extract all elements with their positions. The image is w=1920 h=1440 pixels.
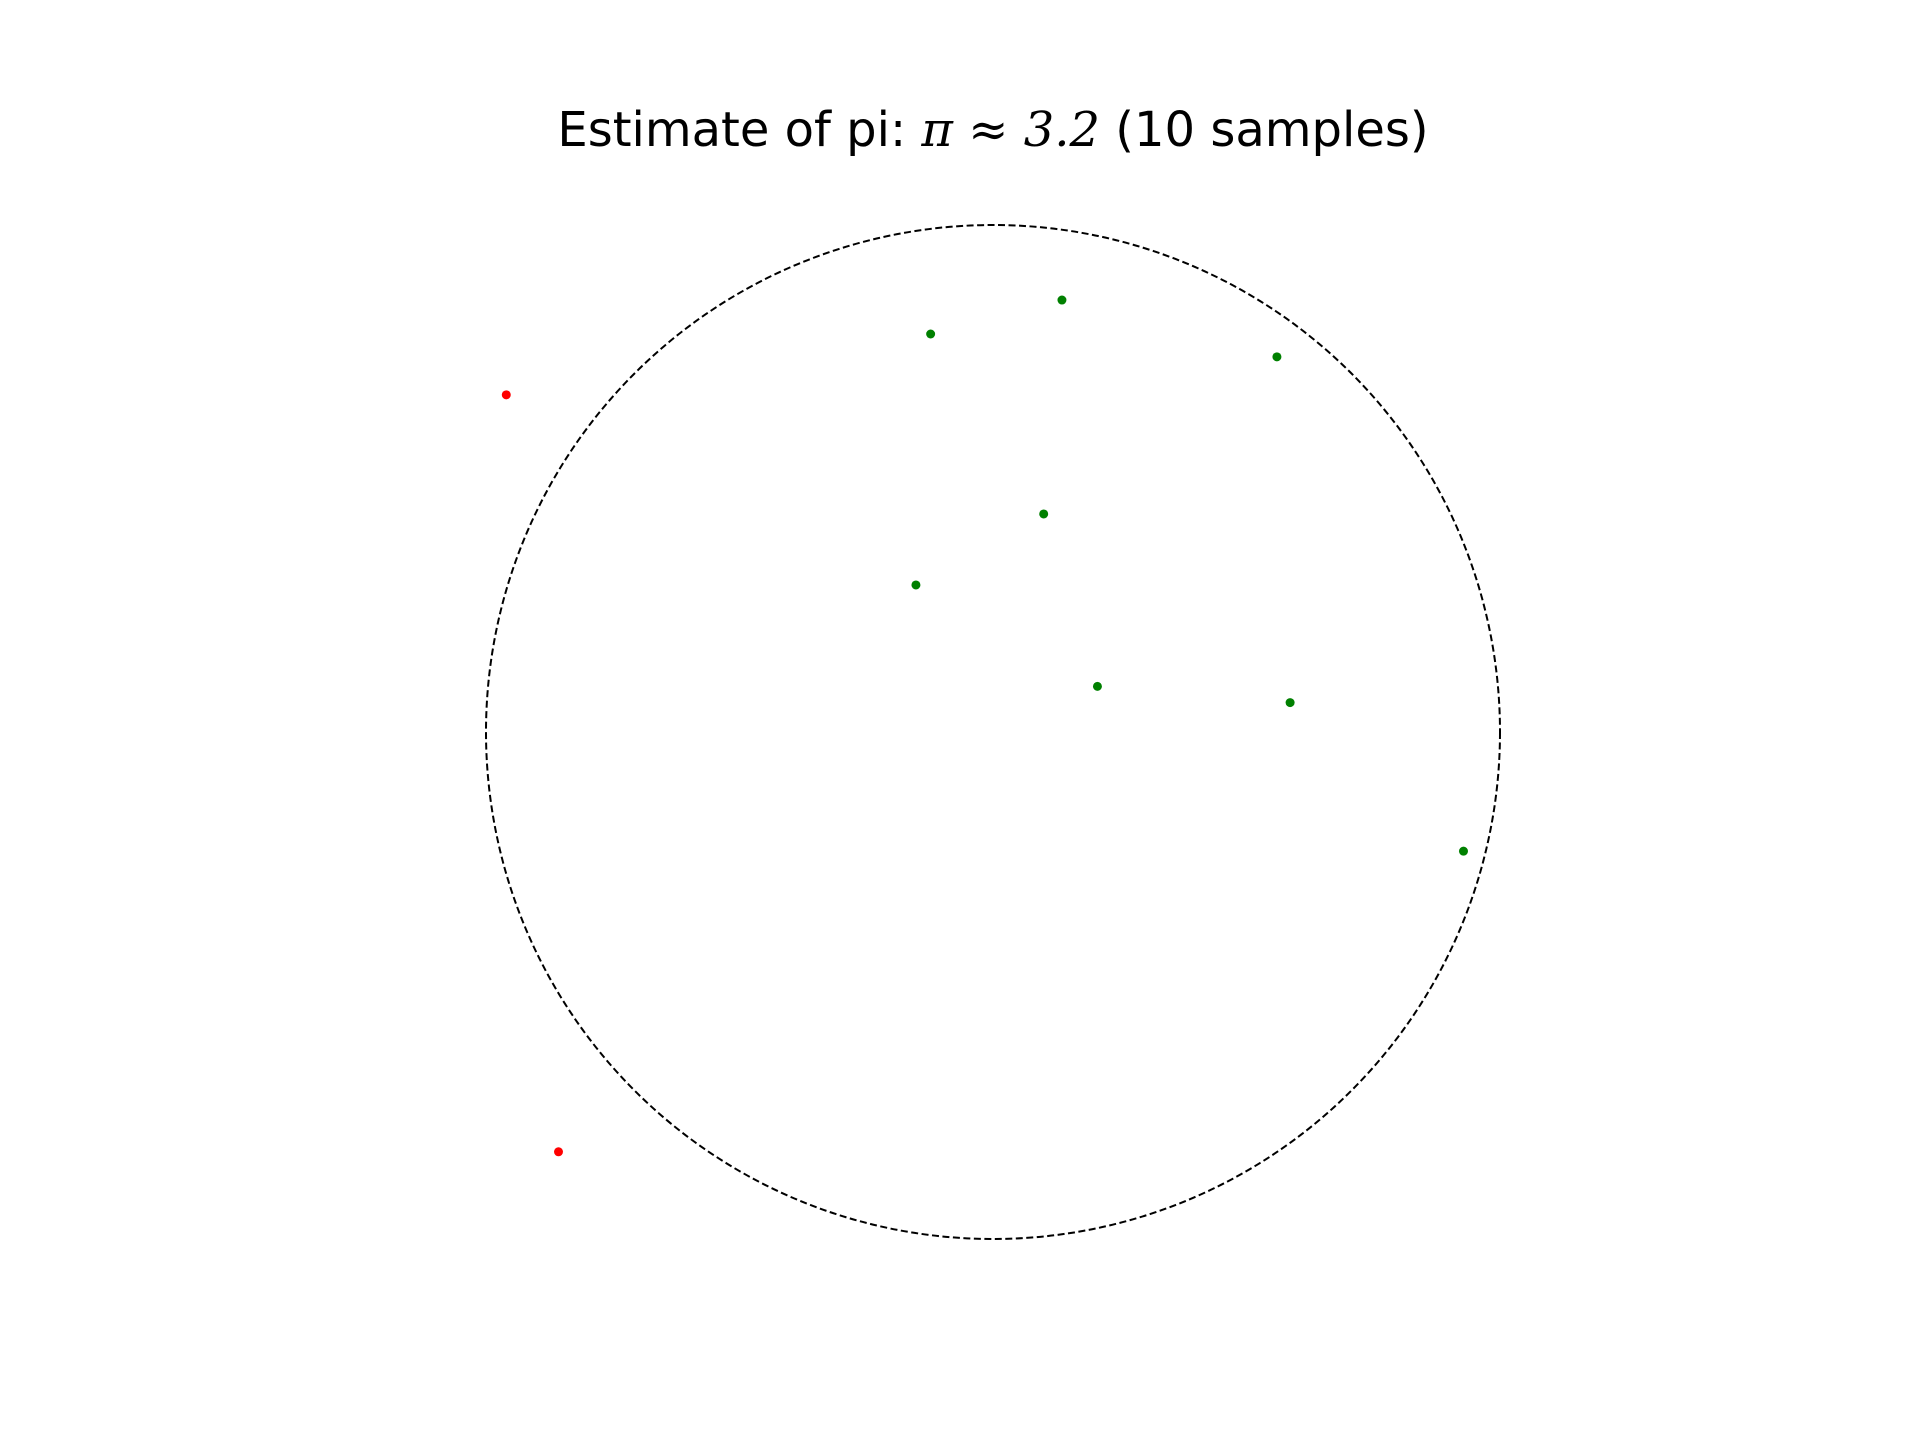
inside-point-5 [1092,681,1102,691]
inside-point-0 [1057,295,1067,305]
inside-point-7 [1458,846,1468,856]
title-math: π ≈ 3.2 [921,102,1101,158]
outside-point-8 [501,390,511,400]
inside-point-6 [1285,698,1295,708]
title-suffix: (10 samples) [1100,102,1429,158]
chart-title: Estimate of pi: π ≈ 3.2 (10 samples) [0,102,1920,158]
plot-area [485,224,1501,1240]
unit-circle [485,224,1501,1240]
inside-point-4 [911,580,921,590]
inside-point-2 [1272,352,1282,362]
inside-point-1 [926,329,936,339]
outside-point-9 [554,1147,564,1157]
title-prefix: Estimate of pi: [557,102,922,158]
inside-point-3 [1039,509,1049,519]
